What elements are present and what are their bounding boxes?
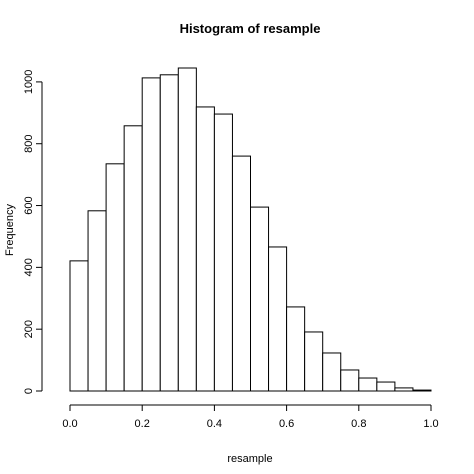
x-tick-label: 0.6 [279,418,294,430]
chart-title: Histogram of resample [180,21,321,36]
x-tick-label: 0.8 [351,418,366,430]
bar [340,369,360,392]
x-axis-label: resample [227,453,272,465]
bar [376,381,396,392]
bar [195,106,215,392]
bar [394,387,414,392]
bar [412,389,432,392]
bar [105,163,125,392]
bar [177,67,197,392]
x-tick-label: 0.2 [135,418,150,430]
x-tick-label: 0.0 [62,418,77,430]
y-tick-label: 400 [23,258,35,276]
bar [250,206,270,392]
bar [141,77,161,392]
bar [123,125,143,392]
bar [322,352,342,392]
bar [231,155,251,392]
y-tick-label: 800 [23,135,35,153]
y-tick-label: 1000 [23,70,35,94]
bar [69,260,89,392]
bar [87,210,107,392]
y-tick-label: 600 [23,196,35,214]
y-tick-label: 0 [23,388,35,394]
y-tick-label: 200 [23,320,35,338]
bar [159,74,179,392]
x-tick-label: 1.0 [423,418,438,430]
bar [213,113,233,392]
bar [268,246,288,392]
y-axis-label: Frequency [4,204,16,256]
bar [286,306,306,392]
bar [358,377,378,392]
bar [304,331,324,392]
x-tick-label: 0.4 [207,418,222,430]
